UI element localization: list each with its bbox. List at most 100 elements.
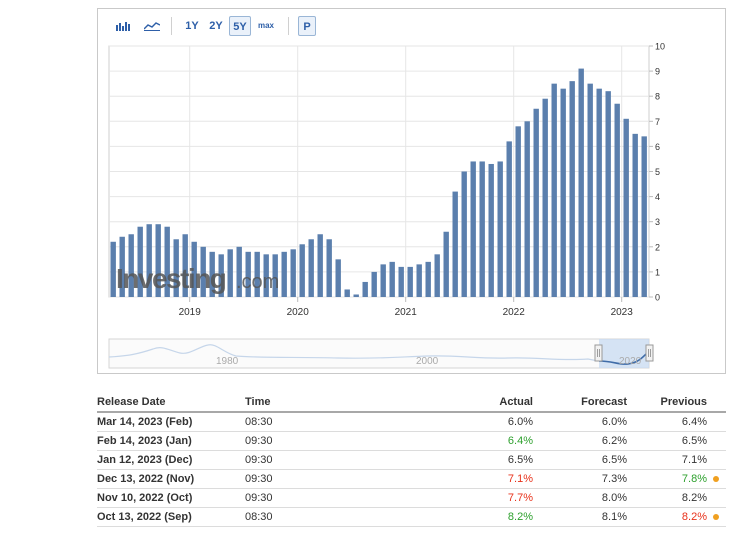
bar[interactable]	[371, 271, 377, 297]
bar[interactable]	[200, 246, 206, 297]
bar[interactable]	[542, 98, 548, 298]
bar[interactable]	[596, 88, 602, 297]
range-2y-button[interactable]: 2Y	[209, 20, 223, 32]
bar[interactable]	[146, 224, 152, 297]
time-cell: 09:30	[245, 450, 441, 470]
bar[interactable]	[452, 191, 458, 297]
header-actual[interactable]: Actual	[441, 392, 533, 413]
bar[interactable]	[155, 224, 161, 297]
bar[interactable]	[254, 251, 260, 297]
chart-container: 1Y 2Y 5Y max P Investing .com 0 1 2 3 4 5 6 7 8 9…	[97, 8, 726, 374]
bar[interactable]	[587, 83, 593, 298]
y-tick-label: 7	[655, 117, 660, 127]
bar[interactable]	[425, 261, 431, 297]
bar[interactable]	[569, 81, 575, 297]
bar[interactable]	[209, 251, 215, 297]
bar[interactable]	[461, 171, 467, 298]
table-row: Jan 12, 2023 (Dec) 09:30 6.5% 6.5% 7.1%	[97, 450, 726, 470]
bar[interactable]	[407, 266, 413, 297]
x-tick-label: 2022	[503, 307, 526, 318]
y-tick-label: 9	[655, 67, 660, 77]
bar[interactable]	[326, 239, 332, 297]
bar[interactable]	[263, 254, 269, 297]
bar[interactable]	[623, 118, 629, 297]
previous-cell: 6.4%	[627, 412, 707, 432]
forecast-cell: 8.1%	[533, 507, 627, 527]
bar[interactable]	[299, 244, 305, 297]
bar[interactable]	[497, 161, 503, 297]
bar[interactable]	[479, 161, 485, 297]
bar[interactable]	[560, 88, 566, 297]
bar[interactable]	[137, 226, 143, 297]
bar[interactable]	[119, 236, 125, 297]
header-time[interactable]: Time	[245, 392, 441, 413]
bar[interactable]	[245, 251, 251, 297]
bar[interactable]	[389, 261, 395, 297]
bar[interactable]	[488, 163, 494, 297]
bar[interactable]	[164, 226, 170, 297]
navigator-selected-line	[598, 350, 650, 365]
bar[interactable]	[524, 121, 530, 297]
table-row: Dec 13, 2022 (Nov) 09:30 7.1% 7.3% 7.8%	[97, 469, 726, 489]
bar[interactable]	[182, 234, 188, 297]
bar[interactable]	[344, 289, 350, 297]
bar-chart-icon[interactable]	[112, 16, 134, 36]
percent-toggle-button[interactable]: P	[298, 16, 316, 36]
bar[interactable]	[551, 83, 557, 298]
bar[interactable]	[443, 231, 449, 297]
bar[interactable]	[191, 241, 197, 297]
bar[interactable]	[506, 141, 512, 297]
bar[interactable]	[308, 239, 314, 297]
bar[interactable]	[533, 108, 539, 297]
bar[interactable]	[632, 133, 638, 297]
bar[interactable]	[335, 259, 341, 297]
navigator-label-2000: 2000	[416, 356, 439, 367]
bar[interactable]	[416, 264, 422, 297]
bar[interactable]	[398, 266, 404, 297]
bar[interactable]	[281, 251, 287, 297]
table-row: Oct 13, 2022 (Sep) 08:30 8.2% 8.1% 8.2%	[97, 507, 726, 527]
bar[interactable]	[605, 91, 611, 298]
bar[interactable]	[227, 249, 233, 297]
header-previous[interactable]: Previous	[627, 392, 707, 413]
release-date-cell: Oct 13, 2022 (Sep)	[97, 507, 245, 527]
actual-cell: 7.1%	[441, 469, 533, 489]
bar[interactable]	[614, 103, 620, 297]
bar[interactable]	[470, 161, 476, 297]
bar[interactable]	[272, 254, 278, 297]
bar[interactable]	[380, 264, 386, 297]
header-release-date[interactable]: Release Date	[97, 392, 245, 413]
bar[interactable]	[434, 254, 440, 297]
revised-dot-icon[interactable]	[713, 514, 719, 521]
forecast-cell: 6.5%	[533, 450, 627, 470]
line-chart-icon[interactable]	[141, 16, 163, 36]
bar[interactable]	[578, 68, 584, 297]
bar[interactable]	[317, 234, 323, 297]
forecast-cell: 7.3%	[533, 469, 627, 489]
bar[interactable]	[110, 241, 116, 297]
bar[interactable]	[218, 254, 224, 297]
bar[interactable]	[362, 281, 368, 297]
header-forecast[interactable]: Forecast	[533, 392, 627, 413]
time-cell: 08:30	[245, 412, 441, 432]
bar[interactable]	[236, 246, 242, 297]
bar[interactable]	[515, 126, 521, 297]
bar[interactable]	[128, 234, 134, 297]
range-navigator[interactable]: 1980 2000 2020	[108, 338, 654, 369]
bar[interactable]	[353, 294, 359, 297]
bar[interactable]	[173, 239, 179, 297]
x-axis-ticks: 2019 2020 2021 2022 2023	[179, 297, 633, 318]
range-5y-button[interactable]: 5Y	[229, 16, 251, 36]
bar[interactable]	[290, 249, 296, 297]
table-header-row: Release Date Time Actual Forecast Previo…	[97, 392, 726, 413]
range-max-button[interactable]: max	[257, 21, 274, 30]
bar[interactable]	[641, 136, 647, 297]
navigator-right-handle[interactable]	[645, 344, 654, 362]
table-row: Feb 14, 2023 (Jan) 09:30 6.4% 6.2% 6.5%	[97, 431, 726, 451]
range-1y-button[interactable]: 1Y	[185, 20, 199, 32]
navigator-left-handle[interactable]	[594, 344, 603, 362]
forecast-cell: 6.0%	[533, 412, 627, 432]
revised-dot-icon[interactable]	[713, 476, 719, 483]
release-date-cell: Feb 14, 2023 (Jan)	[97, 431, 245, 451]
release-date-cell: Jan 12, 2023 (Dec)	[97, 450, 245, 470]
